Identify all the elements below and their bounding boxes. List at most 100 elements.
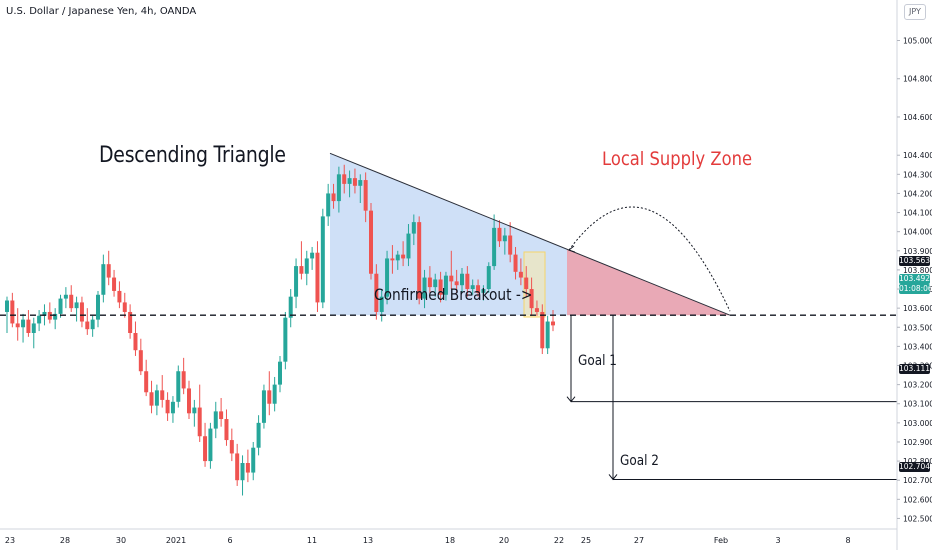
candle-body [176, 371, 181, 402]
candle-body [106, 264, 111, 278]
price-tick-label: 102.600 [903, 495, 932, 504]
candle [545, 315, 550, 355]
goal2-arrow [608, 474, 618, 481]
price-tick-label: 104.400 [903, 151, 932, 160]
candle-body [379, 296, 384, 312]
candle [540, 304, 545, 355]
price-tick-label: 104.300 [903, 170, 932, 179]
candle-body [31, 323, 36, 333]
candle-body [331, 193, 336, 202]
candle [470, 279, 475, 295]
candle-body [26, 319, 31, 333]
candle [74, 296, 79, 322]
candle [5, 296, 9, 333]
candle-body [385, 258, 390, 297]
pattern-label: Descending Triangle [99, 143, 286, 168]
candle-body [315, 252, 320, 303]
supply-zone-label: Local Supply Zone [602, 148, 753, 170]
time-tick-label: 2021 [166, 536, 186, 545]
triangle-fill [330, 153, 567, 316]
candle-body [165, 399, 170, 414]
price-tick-label: 102.700 [903, 476, 932, 485]
time-tick-label: 11 [307, 536, 317, 545]
price-tick-label: 103.400 [903, 342, 932, 351]
symbol-title: U.S. Dollar / Japanese Yen, 4h, OANDA [6, 6, 197, 17]
price-tick-label: 102.900 [903, 438, 932, 447]
candle [170, 396, 175, 423]
price-tick-label: 103.500 [903, 323, 932, 332]
time-tick-label: 23 [5, 536, 15, 545]
candle [219, 398, 224, 427]
candle [203, 422, 208, 467]
candle [460, 268, 464, 293]
candle [106, 250, 111, 286]
candle-body [454, 281, 459, 286]
candle-body [465, 273, 470, 290]
candle-body [240, 463, 245, 481]
candle-body [21, 319, 26, 328]
candle [181, 357, 186, 395]
currency-button[interactable]: JPY [904, 4, 926, 20]
candle-body [310, 252, 315, 259]
price-axis[interactable]: 105.000 104.800 104.600 104.400 104.300 104.2… [896, 0, 932, 550]
candles [5, 164, 555, 496]
candle [261, 384, 266, 429]
candle-body [551, 321, 555, 326]
candle [288, 289, 293, 328]
candle-body [37, 315, 42, 324]
candle-body [513, 254, 518, 272]
candle-body [15, 323, 20, 328]
candle [379, 289, 384, 322]
candle [513, 246, 518, 280]
candle [443, 271, 448, 301]
candle [476, 279, 481, 297]
candle-body [283, 317, 288, 362]
time-tick-label: 8 [845, 536, 850, 545]
candle-body [288, 296, 293, 318]
time-tick-label: 3 [775, 536, 780, 545]
candle [117, 281, 122, 309]
candle [90, 315, 95, 337]
candle-body [374, 273, 379, 312]
candle-body [213, 411, 218, 429]
candle [154, 384, 159, 416]
candle [15, 308, 20, 341]
candle-body [320, 216, 325, 303]
goal2-label: Goal 2 [620, 453, 659, 469]
candle-body [395, 254, 400, 261]
candle [299, 241, 304, 280]
candle-body [10, 300, 15, 324]
candle [240, 455, 245, 496]
candle-body [411, 222, 416, 234]
candle-body [460, 273, 464, 286]
candle-body [534, 308, 539, 312]
goal1-label: Goal 1 [578, 353, 617, 369]
price-tick-label: 104.200 [903, 189, 932, 198]
candle-body [245, 463, 250, 473]
goal1-arrow [566, 396, 576, 403]
candle [524, 266, 529, 297]
candle [224, 409, 229, 446]
candle [481, 285, 486, 301]
candle [47, 302, 52, 324]
candle [358, 174, 363, 203]
goal1-price-tag: 103.111 [899, 364, 931, 374]
candle [96, 290, 100, 328]
candle-body [422, 277, 427, 299]
candle [58, 294, 63, 318]
candle [267, 371, 272, 416]
time-axis[interactable]: 23 28 30 2021 6 11 13 18 20 22 25 27 Feb 3 8 [0, 528, 897, 545]
candle-body [508, 235, 513, 255]
candle [395, 250, 400, 270]
candle-body [390, 258, 395, 261]
candle-body [326, 193, 331, 217]
candle-body [79, 302, 84, 322]
time-tick-label: 28 [60, 536, 70, 545]
price-tick-label: 103.900 [903, 247, 932, 256]
candle [192, 399, 197, 427]
candle [10, 292, 15, 328]
candle-body [224, 419, 229, 441]
candle-body [138, 350, 143, 372]
breakout-label: Confirmed Breakout -> [374, 285, 533, 304]
